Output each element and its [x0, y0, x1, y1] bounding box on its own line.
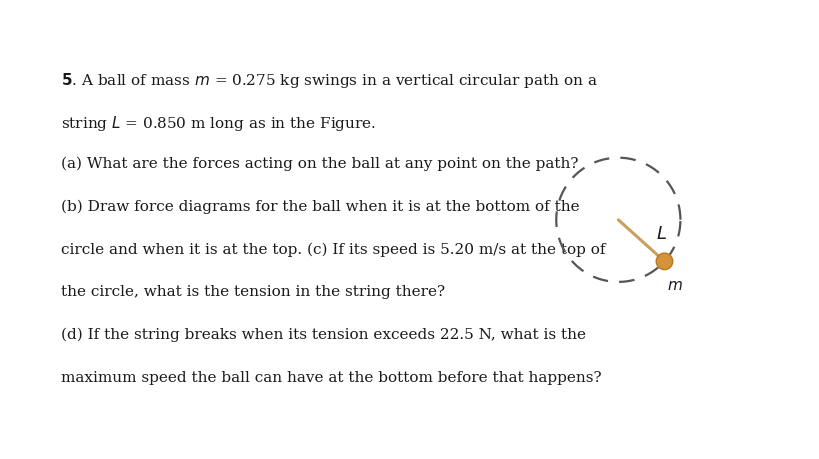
- Text: maximum speed the ball can have at the bottom before that happens?: maximum speed the ball can have at the b…: [61, 370, 602, 384]
- Text: (d) If the string breaks when its tension exceeds 22.5 N, what is the: (d) If the string breaks when its tensio…: [61, 327, 586, 341]
- Text: string $L$ = 0.850 m long as in the Figure.: string $L$ = 0.850 m long as in the Figu…: [61, 114, 377, 133]
- Text: (a) What are the forces acting on the ball at any point on the path?: (a) What are the forces acting on the ba…: [61, 157, 579, 171]
- Text: (b) Draw force diagrams for the ball when it is at the bottom of the: (b) Draw force diagrams for the ball whe…: [61, 199, 580, 213]
- Text: $L$: $L$: [656, 224, 667, 242]
- Text: $m$: $m$: [667, 278, 683, 292]
- Text: the circle, what is the tension in the string there?: the circle, what is the tension in the s…: [61, 285, 446, 298]
- Circle shape: [656, 253, 672, 270]
- Text: $\mathbf{5}$. A ball of mass $m$ = 0.275 kg swings in a vertical circular path o: $\mathbf{5}$. A ball of mass $m$ = 0.275…: [61, 71, 598, 90]
- Text: circle and when it is at the top. (c) If its speed is 5.20 m/s at the top of: circle and when it is at the top. (c) If…: [61, 242, 606, 256]
